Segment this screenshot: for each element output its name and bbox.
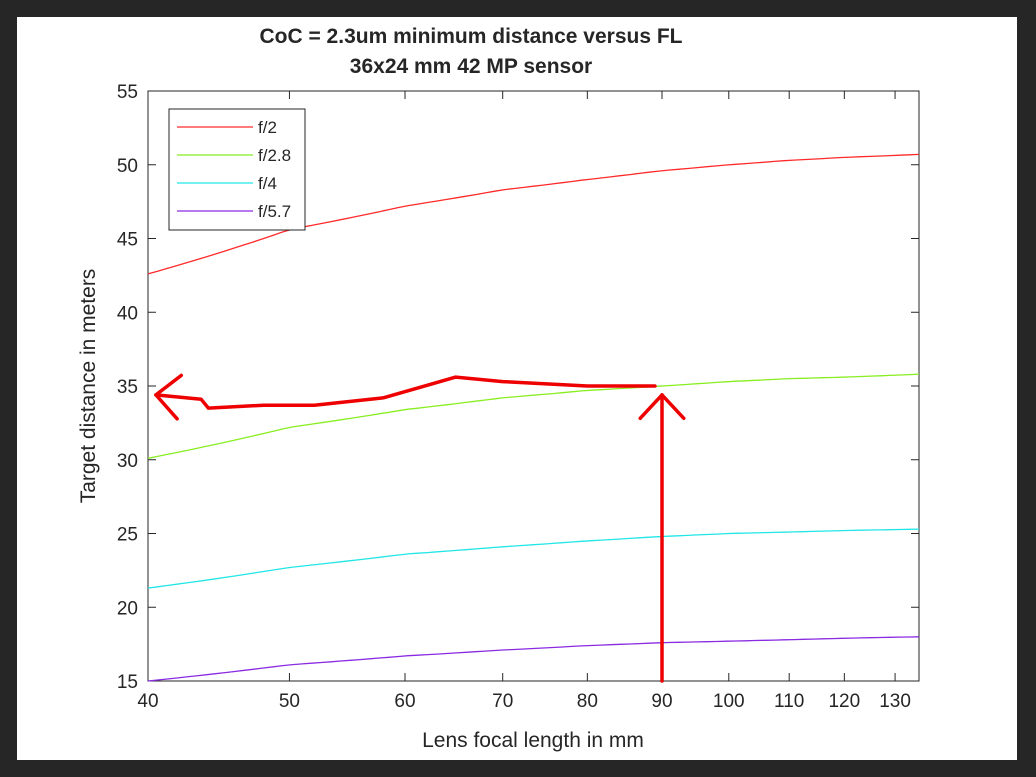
- annotation-arrowhead-2: [154, 373, 184, 421]
- x-tick-label: 90: [651, 691, 672, 712]
- y-tick-label: 25: [117, 525, 138, 546]
- series-line-f-4: [147, 528, 920, 589]
- x-tick-label: 110: [774, 691, 804, 712]
- x-tick-label: 120: [828, 691, 860, 712]
- x-tick-label: 80: [577, 691, 598, 712]
- y-axis-label: Target distance in meters: [77, 269, 100, 504]
- y-tick-label: 15: [117, 672, 138, 693]
- chart-title: CoC = 2.3um minimum distance versus FL: [259, 25, 682, 48]
- y-tick-label: 20: [117, 598, 138, 619]
- y-tick-label: 55: [117, 82, 138, 103]
- y-tick-label: 40: [117, 303, 138, 324]
- series-line-f-2-8: [147, 373, 920, 459]
- annotation-arrow-2: [154, 375, 657, 410]
- legend-entry: f/5.7: [258, 202, 291, 221]
- legend-entry: f/2.8: [258, 146, 291, 165]
- legend-box: [168, 108, 306, 231]
- x-tick-label: 50: [279, 691, 300, 712]
- x-tick-label: 70: [492, 691, 513, 712]
- x-axis-label: Lens focal length in mm: [422, 729, 644, 752]
- legend-entry: f/4: [258, 174, 277, 193]
- axis-ticks: 40 50 60 70 80 90 100 110 120 130 15 20 25 30 35 40 45 50…: [117, 82, 919, 712]
- chart-subtitle: 36x24 mm 42 MP sensor: [350, 55, 592, 78]
- series-line-f-5-7: [147, 636, 920, 682]
- series-line-f-2: [147, 153, 920, 275]
- x-tick-label: 100: [713, 691, 745, 712]
- x-tick-label: 40: [137, 691, 158, 712]
- legend-entry: f/2: [258, 118, 277, 137]
- x-tick-label: 130: [879, 691, 911, 712]
- annotation-arrowhead-1: [638, 393, 686, 421]
- series-lines: [147, 153, 920, 682]
- x-tick-label: 60: [394, 691, 415, 712]
- y-tick-label: 35: [117, 377, 138, 398]
- y-tick-label: 30: [117, 451, 138, 472]
- annotations: [154, 373, 686, 683]
- chart: CoC = 2.3um minimum distance versus FL 3…: [77, 25, 920, 752]
- y-tick-label: 45: [117, 230, 138, 251]
- legend: f/2 f/2.8 f/4 f/5.7: [168, 108, 306, 231]
- figure: CoC = 2.3um minimum distance versus FL 3…: [17, 17, 1017, 760]
- y-tick-label: 50: [117, 156, 138, 177]
